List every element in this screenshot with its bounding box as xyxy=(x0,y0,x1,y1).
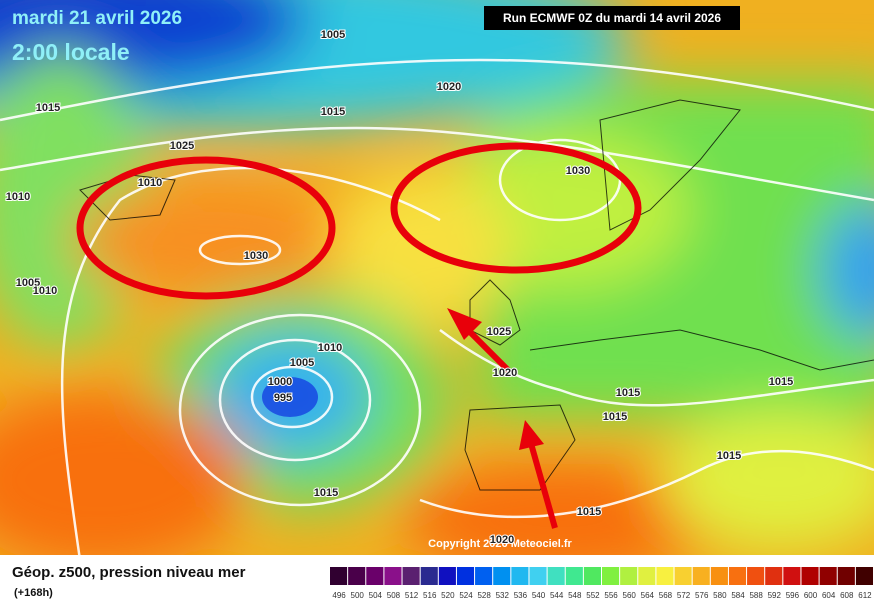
color-swatch xyxy=(493,567,511,585)
scale-label: 536 xyxy=(514,591,528,600)
isobar-label: 1015 xyxy=(769,376,793,388)
color-swatch xyxy=(855,567,873,585)
color-swatch xyxy=(783,567,801,585)
scale-label: 556 xyxy=(604,591,618,600)
isobar-label: 1005 xyxy=(16,277,40,289)
scale-label: 576 xyxy=(695,591,709,600)
scale-label: 508 xyxy=(387,591,401,600)
color-swatch xyxy=(366,567,384,585)
color-swatch xyxy=(438,567,456,585)
isobar-label: 1030 xyxy=(566,165,590,177)
scale-label: 528 xyxy=(477,591,491,600)
color-swatch xyxy=(620,567,638,585)
scale-label: 604 xyxy=(822,591,836,600)
isobar-label: 1005 xyxy=(321,29,345,41)
color-swatch xyxy=(384,567,402,585)
highlight-circle xyxy=(76,156,336,300)
color-swatch xyxy=(801,567,819,585)
scale-label: 520 xyxy=(441,591,455,600)
date: mardi 21 avril 2026 xyxy=(12,8,182,29)
run-label: Run ECMWF 0Z du mardi 14 avril 2026 xyxy=(503,11,721,25)
isobar-label: 1000 xyxy=(268,376,292,388)
scale-label: 540 xyxy=(532,591,546,600)
isobar-labels: 1005 1020 1015 1015 1025 1010 1030 1010 1030 1005… xyxy=(5,28,794,547)
scale-label: 496 xyxy=(332,591,346,600)
scale-label: 560 xyxy=(623,591,637,600)
field xyxy=(0,0,874,555)
scale-label: 532 xyxy=(496,591,510,600)
color-swatch xyxy=(348,567,366,585)
isobar-label: 1020 xyxy=(493,367,517,379)
isobar-label: 1015 xyxy=(717,450,741,462)
scale-label: 512 xyxy=(405,591,419,600)
isobar-label: 1025 xyxy=(170,140,194,152)
color-swatch xyxy=(819,567,837,585)
scale-label: 516 xyxy=(423,591,437,600)
scale-label: 596 xyxy=(786,591,800,600)
isobar-label: 1020 xyxy=(490,534,514,546)
isobar-label: 1015 xyxy=(321,106,345,118)
color-swatch xyxy=(710,567,728,585)
scale-label: 500 xyxy=(351,591,365,600)
scale-label: 580 xyxy=(713,591,727,600)
isobar-label: 995 xyxy=(274,392,292,404)
isobar-label: 1030 xyxy=(244,250,268,262)
scale-label: 524 xyxy=(459,591,473,600)
highlight-circle xyxy=(390,142,642,274)
color-swatch xyxy=(602,567,620,585)
isobar-label: 1015 xyxy=(603,411,627,423)
color-swatch xyxy=(330,567,348,585)
color-swatch xyxy=(692,567,710,585)
colorbar: 496 500 504 508 512 516 520 524 528 532 536 540 544 5… xyxy=(330,567,873,600)
scale-label: 612 xyxy=(858,591,872,600)
run-box xyxy=(484,6,740,30)
scale-label: 568 xyxy=(659,591,673,600)
color-swatch xyxy=(656,567,674,585)
color-swatch xyxy=(511,567,529,585)
legend-title: Géop. z500, pression niveau mer xyxy=(12,564,246,581)
isobar-label: 1010 xyxy=(6,191,30,203)
color-swatch xyxy=(420,567,438,585)
isobar-label: 1005 xyxy=(290,357,314,369)
scale-label: 572 xyxy=(677,591,691,600)
color-swatch xyxy=(583,567,601,585)
color-swatch xyxy=(747,567,765,585)
scale-label: 588 xyxy=(749,591,763,600)
isobar-label: 1015 xyxy=(577,506,601,518)
color-swatch xyxy=(547,567,565,585)
scale-label: 564 xyxy=(641,591,655,600)
color-swatch xyxy=(565,567,583,585)
isobar-label: 1025 xyxy=(487,326,511,338)
isobar-label: 1015 xyxy=(616,387,640,399)
scale-label: 584 xyxy=(731,591,745,600)
scale-label: 504 xyxy=(369,591,383,600)
arrows xyxy=(447,308,558,529)
color-swatch xyxy=(402,567,420,585)
isobar-label: 1015 xyxy=(314,487,338,499)
isobar-label: 1010 xyxy=(33,285,57,297)
color-swatch xyxy=(456,567,475,585)
color-swatch xyxy=(728,567,747,585)
color-swatch xyxy=(638,567,656,585)
scale-label: 600 xyxy=(804,591,818,600)
isobar-label: 1010 xyxy=(138,177,162,189)
scale-label: 544 xyxy=(550,591,564,600)
legend-subtitle: (+168h) xyxy=(14,587,53,599)
copyright: Copyright 2026 Meteociel.fr xyxy=(428,538,572,550)
color-swatch xyxy=(529,567,547,585)
isobar-label: 1020 xyxy=(437,81,461,93)
scale-label: 592 xyxy=(768,591,782,600)
isobar-label: 1010 xyxy=(318,342,342,354)
time: 2:00 locale xyxy=(12,39,130,65)
scale-label: 548 xyxy=(568,591,582,600)
color-swatch xyxy=(837,567,855,585)
scale-label: 608 xyxy=(840,591,854,600)
isobar-label: 1015 xyxy=(36,102,60,114)
color-swatch xyxy=(765,567,783,585)
color-swatch xyxy=(475,567,493,585)
color-swatch xyxy=(674,567,692,585)
scale-label: 552 xyxy=(586,591,600,600)
